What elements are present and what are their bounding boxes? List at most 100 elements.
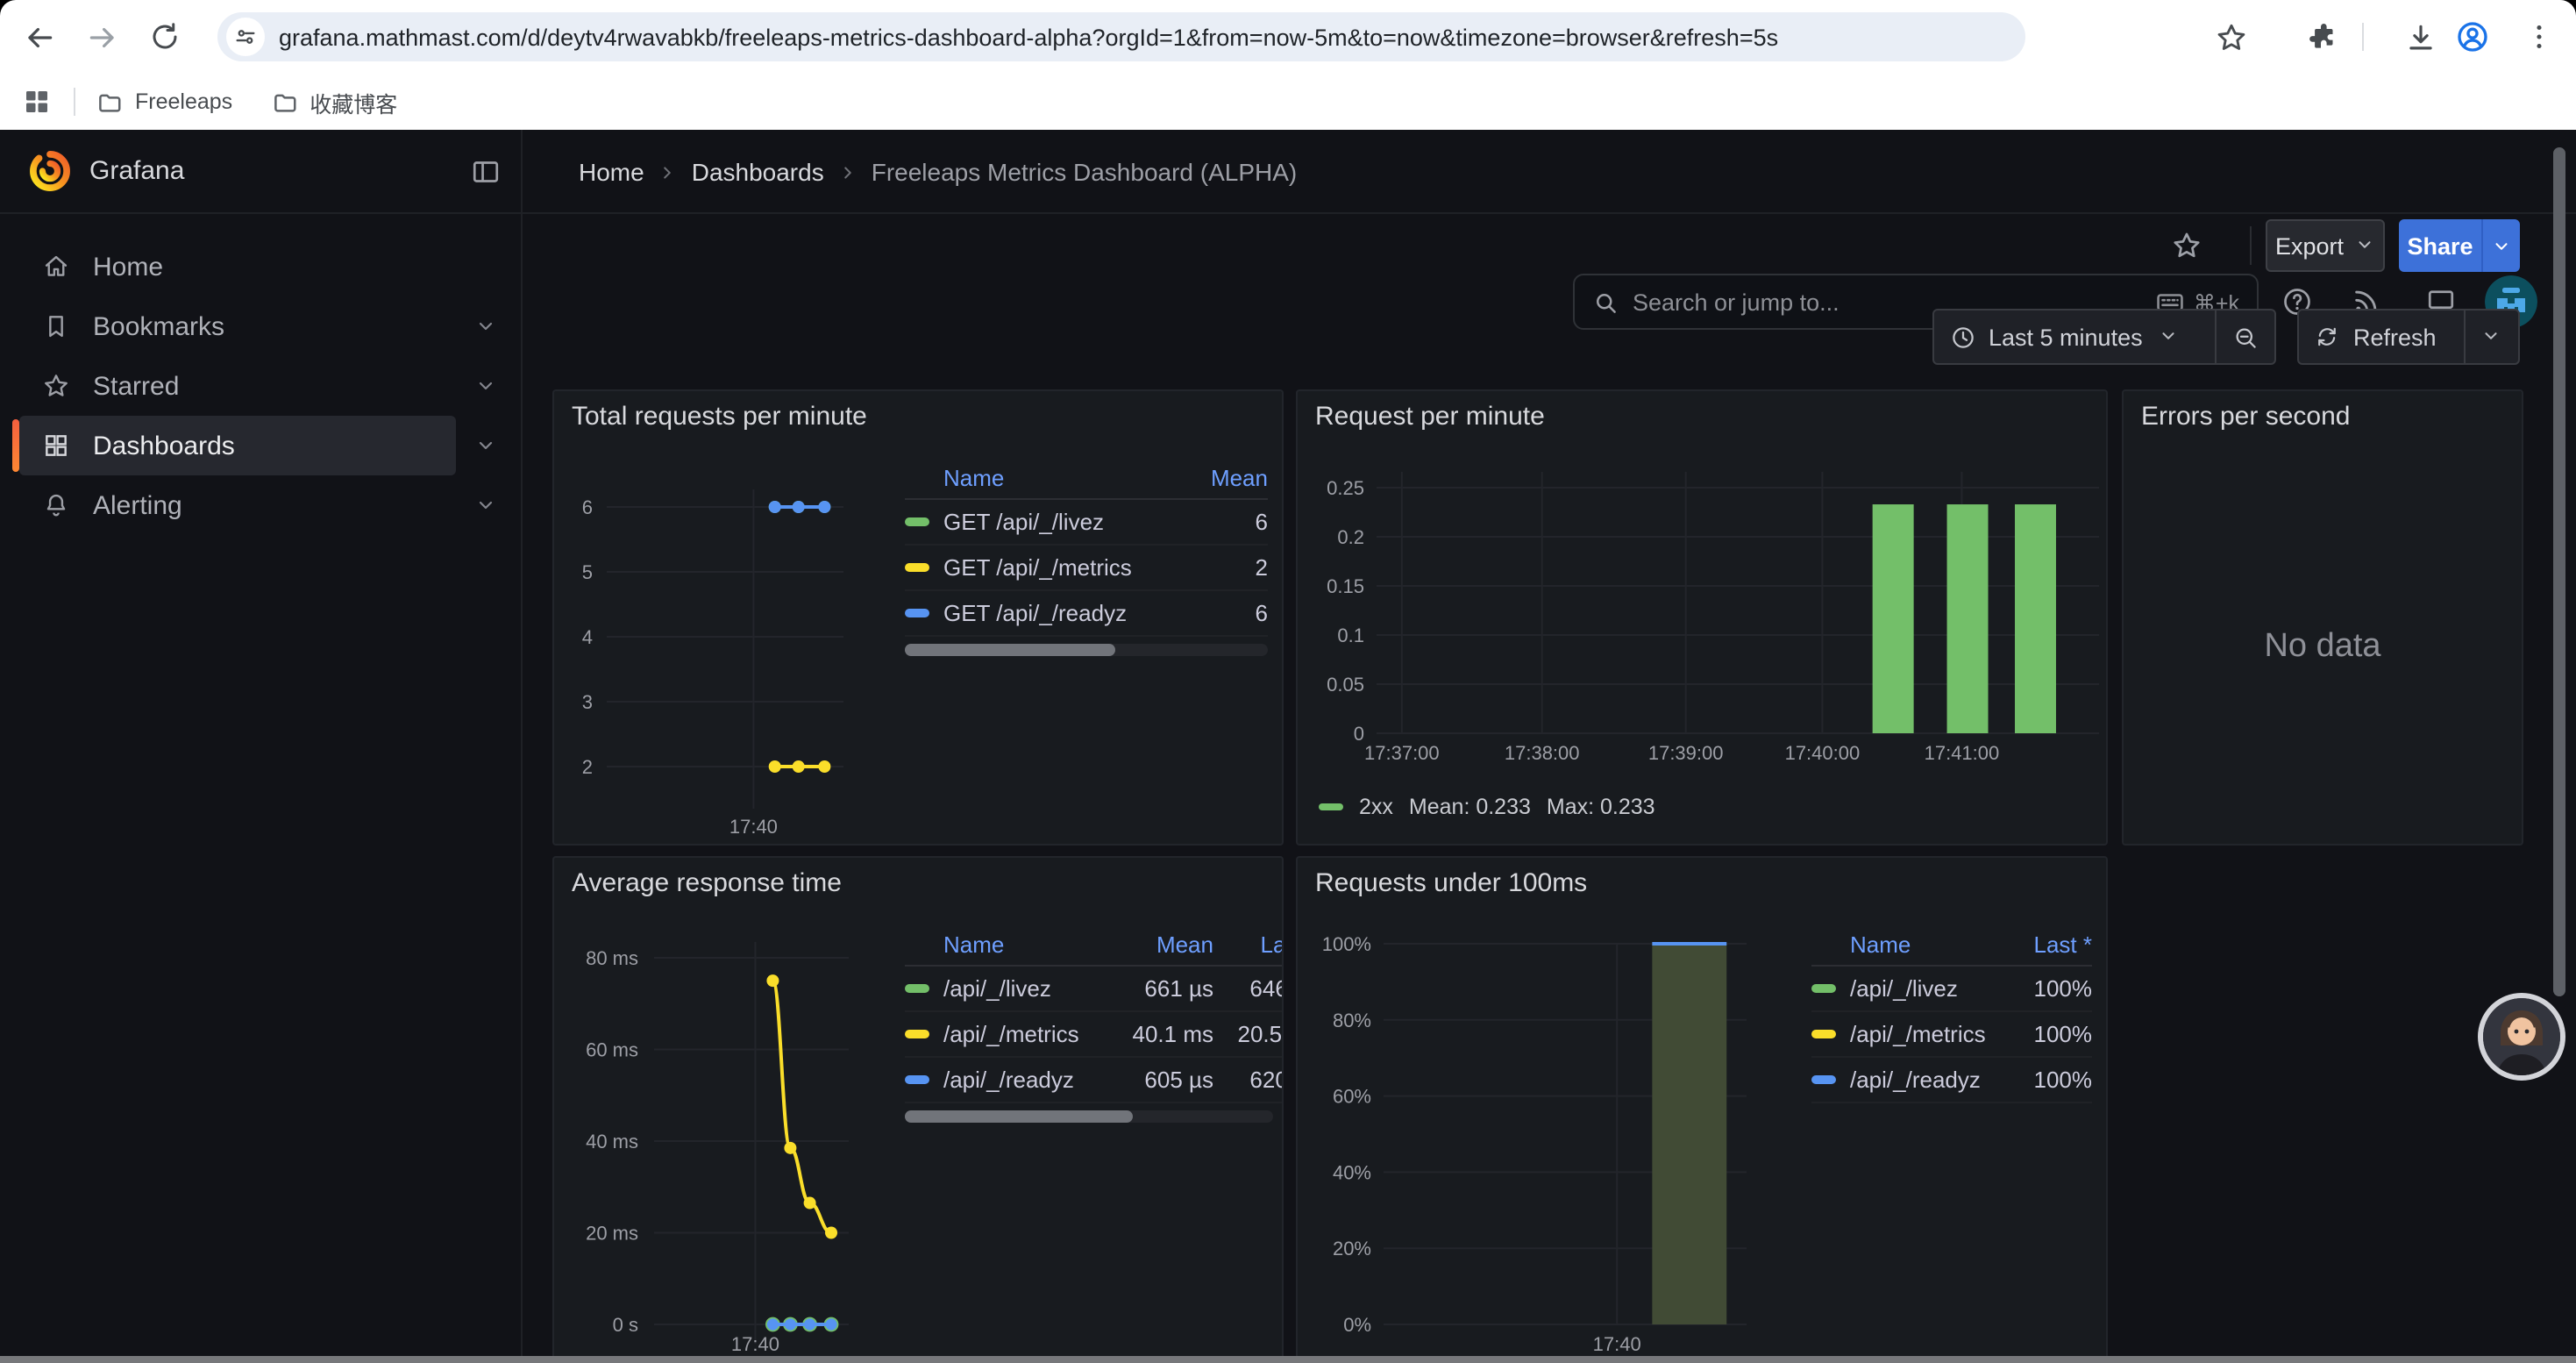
dashboard-content: Export Share Last 5 minutes Refresh bbox=[523, 214, 2576, 1363]
browser-toolbar: grafana.mathmast.com/d/deytv4rwavabkb/fr… bbox=[0, 0, 2576, 74]
series-name: /api/_/metrics bbox=[1850, 1021, 2001, 1047]
breadcrumb-item[interactable]: Home bbox=[579, 158, 644, 186]
legend-row[interactable]: /api/_/metrics100% bbox=[1811, 1012, 2092, 1058]
chevron-down-icon[interactable] bbox=[475, 435, 496, 456]
refresh-button[interactable]: Refresh bbox=[2299, 310, 2464, 363]
refresh-interval-chevron[interactable] bbox=[2464, 310, 2518, 363]
series-color-pill bbox=[1811, 1031, 1836, 1038]
legend-header-cell[interactable]: Mean bbox=[1108, 931, 1213, 958]
chevron-down-icon[interactable] bbox=[475, 495, 496, 516]
series-value: 100% bbox=[2001, 1067, 2092, 1093]
svg-text:60 ms: 60 ms bbox=[586, 1039, 638, 1061]
legend-row[interactable]: GET /api/_/livez6 bbox=[905, 500, 1268, 546]
breadcrumb-item[interactable]: Dashboards bbox=[692, 158, 824, 186]
legend-header-cell[interactable]: Mean bbox=[1187, 465, 1268, 491]
downloads-icon[interactable] bbox=[2402, 19, 2437, 54]
sidebar-item-dashboards[interactable]: Dashboards bbox=[14, 416, 507, 475]
legend-row[interactable]: GET /api/_/metrics2 bbox=[905, 546, 1268, 591]
menu-kebab-icon[interactable] bbox=[2522, 19, 2557, 54]
svg-text:20%: 20% bbox=[1333, 1238, 1371, 1260]
legend-header-cell[interactable]: Name bbox=[943, 931, 1108, 958]
legend-scrollbar-thumb[interactable] bbox=[905, 644, 1115, 656]
active-indicator bbox=[12, 419, 19, 472]
bell-icon bbox=[42, 491, 70, 519]
reload-icon[interactable] bbox=[147, 19, 182, 54]
site-settings-icon[interactable] bbox=[226, 18, 265, 56]
sidebar-item-starred[interactable]: Starred bbox=[14, 356, 507, 416]
bookmark-star-icon[interactable] bbox=[2213, 19, 2248, 54]
time-range-group: Last 5 minutes bbox=[1932, 309, 2276, 365]
panel-title[interactable]: Requests under 100ms bbox=[1315, 868, 1587, 898]
browser-window: grafana.mathmast.com/d/deytv4rwavabkb/fr… bbox=[0, 0, 2576, 1363]
panel-title[interactable]: Average response time bbox=[572, 868, 842, 898]
favorite-dashboard-icon[interactable] bbox=[2171, 230, 2202, 261]
chevron-down-icon bbox=[2159, 326, 2180, 347]
legend-row[interactable]: /api/_/livez661 µs646 µs bbox=[905, 967, 1282, 1012]
legend-row[interactable]: /api/_/readyz100% bbox=[1811, 1058, 2092, 1103]
bookmark-label: 收藏博客 bbox=[310, 85, 397, 118]
bookmark-folder[interactable]: Freeleaps bbox=[96, 89, 232, 115]
legend-row[interactable]: /api/_/metrics40.1 ms20.5 ms bbox=[905, 1012, 1282, 1058]
legend-header-cell[interactable]: Name bbox=[943, 465, 1187, 491]
url-text: grafana.mathmast.com/d/deytv4rwavabkb/fr… bbox=[279, 24, 1778, 50]
chevron-down-icon[interactable] bbox=[475, 316, 496, 337]
svg-text:6: 6 bbox=[582, 496, 593, 518]
sidebar-item-home[interactable]: Home bbox=[14, 237, 507, 296]
legend-header: NameMean bbox=[905, 458, 1268, 500]
svg-text:17:40: 17:40 bbox=[731, 1333, 779, 1355]
svg-text:60%: 60% bbox=[1333, 1086, 1371, 1108]
panel-title[interactable]: Request per minute bbox=[1315, 402, 1545, 432]
legend-scrollbar[interactable] bbox=[905, 1110, 1273, 1123]
legend-header-cell[interactable]: Last * bbox=[1213, 931, 1282, 958]
bookmark-label: Freeleaps bbox=[135, 89, 232, 114]
panel-title[interactable]: Total requests per minute bbox=[572, 402, 867, 432]
svg-text:0.2: 0.2 bbox=[1337, 526, 1364, 548]
panel-title[interactable]: Errors per second bbox=[2141, 402, 2350, 432]
time-range-picker[interactable]: Last 5 minutes bbox=[1934, 310, 2215, 363]
dock-menu-icon[interactable] bbox=[470, 156, 502, 188]
share-menu-chevron[interactable] bbox=[2481, 219, 2520, 272]
svg-text:4: 4 bbox=[582, 626, 593, 648]
page-scrollbar[interactable] bbox=[2553, 147, 2565, 996]
series-color-pill bbox=[905, 985, 929, 993]
assistant-avatar[interactable] bbox=[2478, 993, 2565, 1081]
chevron-down-icon[interactable] bbox=[475, 375, 496, 396]
series-name: /api/_/livez bbox=[1850, 975, 2001, 1002]
share-button[interactable]: Share bbox=[2399, 219, 2481, 272]
legend-2xx[interactable]: 2xx Mean: 0.233 Max: 0.233 bbox=[1319, 795, 1655, 819]
profile-icon[interactable] bbox=[2455, 19, 2490, 54]
legend-row[interactable]: /api/_/livez100% bbox=[1811, 967, 2092, 1012]
series-name: GET /api/_/readyz bbox=[943, 600, 1187, 626]
sidebar-item-bookmarks[interactable]: Bookmarks bbox=[14, 296, 507, 356]
zoom-out-button[interactable] bbox=[2215, 310, 2274, 363]
bookmark-folder[interactable]: 收藏博客 bbox=[271, 85, 397, 118]
legend-scrollbar-thumb[interactable] bbox=[905, 1110, 1133, 1123]
series-value: 20.5 ms bbox=[1213, 1021, 1282, 1047]
legend-row[interactable]: GET /api/_/readyz6 bbox=[905, 591, 1268, 637]
legend-header-cell[interactable]: Name bbox=[1850, 931, 2001, 958]
grafana-topbar-left: Grafana bbox=[0, 130, 523, 214]
refresh-group: Refresh bbox=[2297, 309, 2520, 365]
series-value: 661 µs bbox=[1108, 975, 1213, 1002]
export-button[interactable]: Export bbox=[2266, 219, 2385, 272]
series-color-pill bbox=[905, 1076, 929, 1084]
legend-header-cell[interactable]: Last * bbox=[2001, 931, 2092, 958]
bookmarks-divider bbox=[74, 88, 75, 116]
apps-grid-icon[interactable] bbox=[21, 86, 53, 118]
legend-table: NameMeanGET /api/_/livez6GET /api/_/metr… bbox=[905, 458, 1268, 656]
legend-scrollbar[interactable] bbox=[905, 644, 1268, 656]
series-color-pill bbox=[1811, 1076, 1836, 1084]
grafana-logo-icon[interactable] bbox=[26, 147, 74, 195]
request-per-minute-chart[interactable]: 0.250.20.150.10.05017:37:0017:38:0017:39… bbox=[1298, 391, 2106, 844]
grafana-topbar: Grafana HomeDashboardsFreeleaps Metrics … bbox=[0, 130, 2576, 214]
grafana-brand: Grafana bbox=[89, 156, 184, 186]
chevron-down-icon bbox=[2354, 235, 2375, 256]
legend-row[interactable]: /api/_/readyz605 µs620 µs bbox=[905, 1058, 1282, 1103]
series-name: /api/_/readyz bbox=[943, 1067, 1108, 1093]
svg-text:80 ms: 80 ms bbox=[586, 947, 638, 969]
series-color-pill bbox=[905, 518, 929, 526]
extensions-icon[interactable] bbox=[2306, 19, 2341, 54]
address-bar[interactable]: grafana.mathmast.com/d/deytv4rwavabkb/fr… bbox=[217, 12, 2025, 61]
sidebar-item-alerting[interactable]: Alerting bbox=[14, 475, 507, 535]
back-icon[interactable] bbox=[21, 19, 56, 54]
